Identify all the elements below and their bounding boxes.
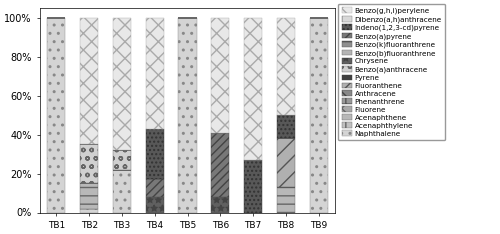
Bar <box>277 115 295 138</box>
Bar <box>80 144 98 183</box>
Bar <box>244 18 262 160</box>
Bar <box>146 18 164 129</box>
Bar <box>277 138 295 187</box>
Bar <box>113 18 131 150</box>
Bar <box>277 18 295 115</box>
Bar <box>113 170 131 212</box>
Bar <box>80 208 98 212</box>
Bar <box>48 18 66 212</box>
Bar <box>80 183 98 208</box>
Bar <box>146 197 164 212</box>
Bar <box>212 197 230 212</box>
Bar <box>178 18 196 212</box>
Bar <box>113 150 131 170</box>
Bar <box>212 132 230 197</box>
Bar <box>80 18 98 144</box>
Bar <box>310 18 328 212</box>
Bar <box>277 187 295 212</box>
Legend: Benzo(g,h,i)perylene, Dibenzo(a,h)anthracene, Indeno(1,2,3-cd)pyrene, Benzo(a)py: Benzo(g,h,i)perylene, Dibenzo(a,h)anthra… <box>338 4 446 140</box>
Bar <box>212 18 230 132</box>
Bar <box>244 160 262 212</box>
Bar <box>146 179 164 197</box>
Bar <box>146 129 164 179</box>
